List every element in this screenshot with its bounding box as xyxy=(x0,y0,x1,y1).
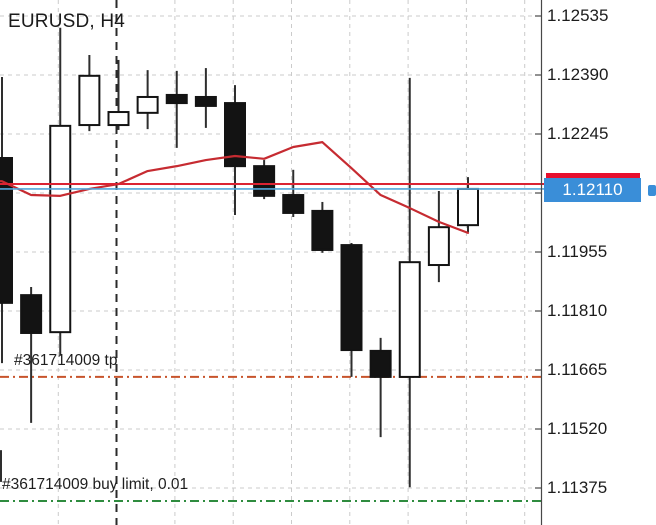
price-axis-label: 1.12245 xyxy=(547,124,609,143)
symbol-title: EURUSD, H4 xyxy=(8,11,126,32)
candle-bearish xyxy=(224,102,246,168)
ask-price-strip xyxy=(546,173,640,178)
buy-limit-order-label: #361714009 buy limit, 0.01 xyxy=(2,476,189,493)
candle-bearish xyxy=(194,95,217,107)
price-label-edge-nub xyxy=(648,185,656,196)
price-axis-label: 1.11375 xyxy=(547,478,608,497)
candle-bearish xyxy=(20,294,43,334)
tp-order-label: #361714009 tp xyxy=(14,352,118,369)
candle-bearish xyxy=(165,93,188,105)
candle-bearish xyxy=(311,209,334,251)
price-axis-label: 1.12390 xyxy=(547,65,609,84)
candle-bullish xyxy=(457,187,479,227)
price-axis-label: 1.11955 xyxy=(547,242,608,261)
candle-bullish xyxy=(49,124,72,334)
candle-bearish xyxy=(340,244,363,352)
candle-bullish xyxy=(107,111,130,127)
candle-bearish xyxy=(253,165,276,197)
candle-bullish xyxy=(398,261,421,378)
price-axis-label: 1.12535 xyxy=(547,6,609,25)
candle-bearish xyxy=(282,194,305,214)
current-price-label: 1.12110 xyxy=(544,178,641,202)
candle-bearish xyxy=(0,157,13,304)
ma-line xyxy=(0,141,470,234)
price-axis-label: 1.11520 xyxy=(547,419,608,438)
price-axis-label: 1.11810 xyxy=(547,301,608,320)
candle-bullish xyxy=(427,226,450,267)
candle-bearish xyxy=(369,349,392,378)
price-axis-label: 1.11665 xyxy=(547,360,608,379)
candle-bullish xyxy=(78,74,101,127)
candle-bullish xyxy=(136,95,159,114)
